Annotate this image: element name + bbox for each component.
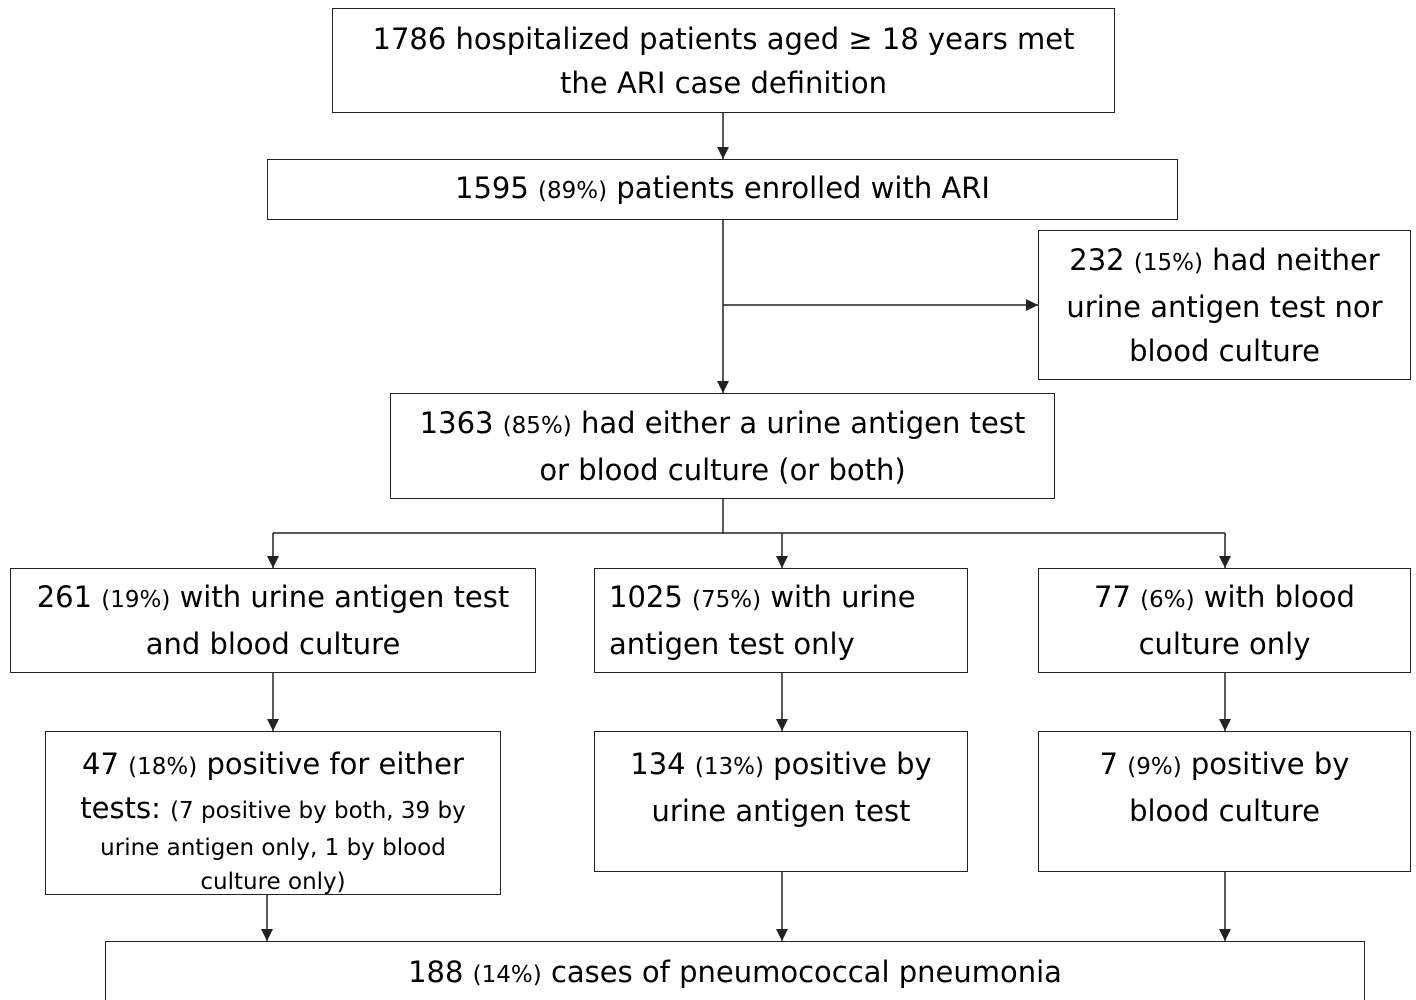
- node-note: (7 positive by both, 39 by: [170, 798, 466, 824]
- node-percent: (14%): [472, 962, 542, 988]
- node-box: 1786 hospitalized patients aged ≥ 18 yea…: [332, 8, 1115, 113]
- node-text: cases of pneumococcal pneumonia: [550, 955, 1062, 989]
- node-percent: (13%): [694, 754, 764, 780]
- node-count: 134: [630, 747, 686, 781]
- node-text: had neither: [1212, 242, 1380, 277]
- node-box: 188 (14%) cases of pneumococcal pneumoni…: [105, 941, 1365, 1000]
- node-percent: (89%): [538, 178, 608, 204]
- node-percent: (15%): [1133, 249, 1203, 276]
- node-box: 1363 (85%) had either a urine antigen te…: [390, 393, 1055, 499]
- node-text: or blood culture (or both): [539, 452, 906, 487]
- node-text: with blood: [1203, 580, 1355, 614]
- node-count: 1363: [419, 405, 494, 440]
- node-box: 134 (13%) positive by urine antigen test: [594, 731, 968, 872]
- node-box: 1595 (89%) patients enrolled with ARI: [267, 159, 1178, 220]
- node-percent: (75%): [692, 587, 762, 613]
- node-count: 1595: [455, 171, 529, 205]
- node-text: with urine: [770, 580, 916, 614]
- node-text: positive by: [1190, 747, 1350, 781]
- node-text: tests:: [80, 791, 161, 825]
- node-note: urine antigen only, 1 by blood: [100, 835, 446, 861]
- node-box: 1025 (75%) with urine antigen test only: [594, 568, 968, 673]
- node-percent: (18%): [128, 754, 198, 780]
- node-count: 1025: [609, 580, 683, 614]
- node-percent: (19%): [101, 587, 171, 613]
- node-box: 7 (9%) positive by blood culture: [1038, 731, 1411, 872]
- node-text: the ARI case definition: [560, 65, 887, 100]
- node-count: 188: [408, 955, 464, 989]
- node-text: 1786 hospitalized patients aged ≥ 18 yea…: [372, 21, 1075, 56]
- node-text: urine antigen test: [651, 794, 911, 828]
- node-text: antigen test only: [609, 627, 855, 661]
- node-text: urine antigen test nor: [1066, 289, 1383, 324]
- node-percent: (6%): [1140, 587, 1195, 613]
- node-count: 47: [82, 747, 119, 781]
- arrows: [261, 113, 1231, 941]
- node-text: positive for either: [206, 747, 464, 781]
- node-count: 77: [1094, 580, 1131, 614]
- node-text: blood culture: [1129, 333, 1320, 368]
- node-text: and blood culture: [145, 627, 401, 661]
- node-box: 77 (6%) with blood culture only: [1038, 568, 1411, 673]
- node-percent: (9%): [1127, 754, 1182, 780]
- node-percent: (85%): [502, 412, 572, 439]
- node-text: culture only: [1138, 627, 1311, 661]
- node-count: 232: [1069, 242, 1125, 277]
- node-text: positive by: [773, 747, 932, 781]
- node-count: 7: [1099, 747, 1119, 781]
- node-text: had either a urine antigen test: [581, 405, 1026, 440]
- node-count: 261: [36, 580, 93, 614]
- node-text: with urine antigen test: [179, 580, 510, 614]
- node-note: culture only): [200, 869, 346, 895]
- node-box: 261 (19%) with urine antigen test and bl…: [10, 568, 536, 673]
- node-text: blood culture: [1129, 794, 1320, 828]
- node-box: 232 (15%) had neither urine antigen test…: [1038, 230, 1411, 380]
- node-text: patients enrolled with ARI: [616, 171, 990, 205]
- node-box: 47 (18%) positive for either tests: (7 p…: [45, 731, 501, 895]
